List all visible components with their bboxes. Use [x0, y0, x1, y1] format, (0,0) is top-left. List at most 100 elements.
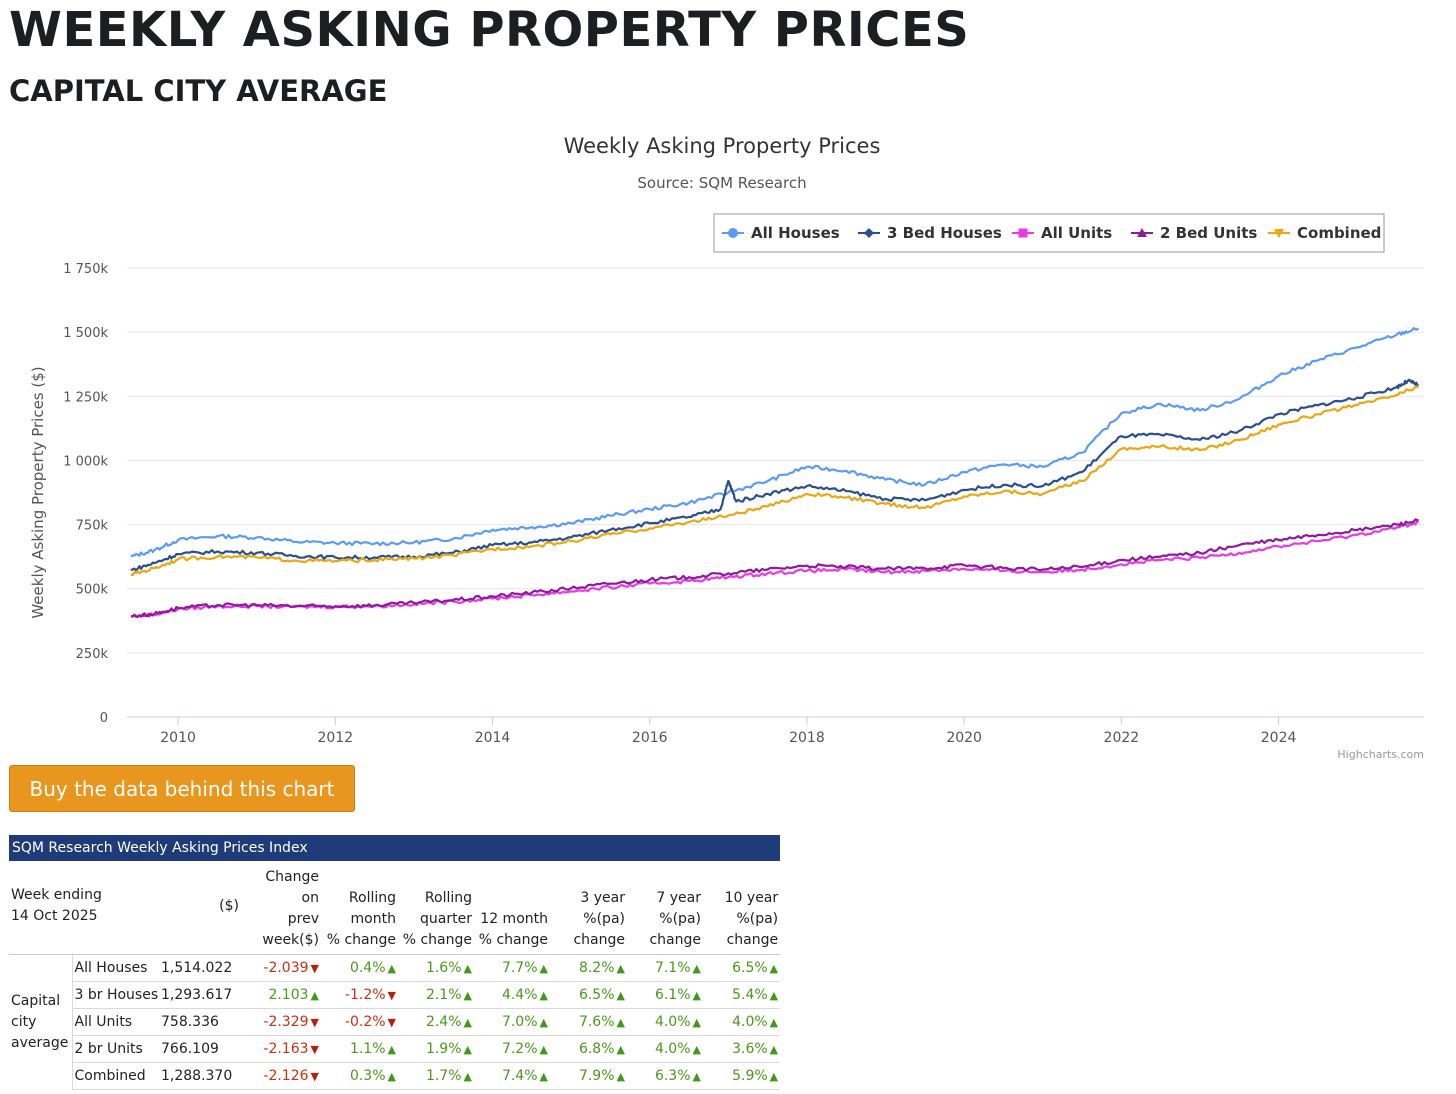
row-cell-y10: 6.5% ▲	[703, 954, 781, 982]
arrow-up-icon: ▲	[769, 962, 779, 975]
arrow-up-icon: ▲	[769, 1043, 779, 1056]
header-line: quarter	[420, 911, 472, 927]
row-cell-y3: 6.8% ▲	[550, 1035, 627, 1063]
cell-value: -1.2%	[344, 987, 386, 1003]
price-index-table: SQM Research Weekly Asking Prices Index …	[9, 835, 781, 1090]
x-tick-label: 2018	[789, 730, 825, 746]
table-row: Capital city average All Houses 1,514.022 -2.…	[9, 954, 781, 1090]
arrow-down-icon: ▼	[310, 1043, 319, 1056]
series-line-2-bed-units	[130, 518, 1419, 618]
y-tick-label: 0	[100, 711, 108, 726]
header-price: ($)	[159, 861, 247, 955]
cell-value: -2.126	[263, 1068, 309, 1084]
arrow-down-icon: ▼	[310, 962, 319, 975]
price-line-chart: Weekly Asking Property Prices Source: SQM…	[29, 134, 1424, 760]
row-name: Combined	[72, 1062, 159, 1090]
row-price: 1,514.022	[159, 954, 247, 982]
row-cell-m12: 7.2% ▲	[474, 1035, 550, 1063]
legend-item-label: Combined	[1297, 224, 1381, 242]
legend-item-label: All Units	[1041, 224, 1112, 242]
legend-marker-triangle-down	[1274, 229, 1284, 238]
arrow-up-icon: ▲	[692, 1070, 701, 1083]
header-change: Change on prev week($)	[247, 861, 321, 955]
x-tick-label: 2014	[475, 730, 511, 746]
cell-value: 6.5%	[732, 960, 768, 976]
header-line: Rolling	[424, 890, 472, 906]
row-cell-m12: 7.4% ▲	[474, 1062, 550, 1090]
row-cell-m12: 7.0% ▲	[474, 1008, 550, 1036]
cell-value: 1.6%	[425, 960, 462, 976]
y-tick-label: 1 250k	[63, 390, 108, 405]
row-price: 758.336	[159, 1008, 247, 1036]
cell-value: 6.1%	[654, 987, 691, 1003]
arrow-up-icon: ▲	[769, 989, 779, 1002]
row-cell-change: -2.329 ▼	[247, 1008, 321, 1036]
cell-value: 5.9%	[732, 1068, 768, 1084]
row-cell-quarter: 1.9% ▲	[398, 1035, 474, 1063]
legend-marker-diamond	[864, 228, 874, 238]
arrow-down-icon: ▼	[387, 1016, 396, 1029]
arrow-down-icon: ▼	[310, 1016, 319, 1029]
arrow-up-icon: ▲	[769, 1070, 779, 1083]
header-rolling-quarter: Rolling quarter % change	[398, 861, 474, 955]
buy-data-button[interactable]: Buy the data behind this chart	[9, 765, 355, 812]
row-cell-y3: 6.5% ▲	[550, 981, 627, 1009]
row-cell-y10: 5.9% ▲	[703, 1062, 781, 1090]
table-row: 3 br Houses 1,293.617 2.103 ▲ -1.2% ▼ 2.1% ▲ 4.4…	[9, 981, 781, 1009]
arrow-up-icon: ▲	[463, 1070, 472, 1083]
table-row: 2 br Units 766.109 -2.163 ▼ 1.1% ▲ 1.9% ▲ 7.2% ▲ 6…	[9, 1035, 781, 1063]
group-label-line: average	[11, 1034, 69, 1051]
group-label-line: Capital	[11, 992, 61, 1009]
arrow-up-icon: ▲	[387, 962, 396, 975]
arrow-up-icon: ▲	[539, 1016, 548, 1029]
header-3-year: 3 year %(pa) change	[550, 861, 627, 955]
header-line: 3 year	[580, 890, 625, 906]
chart-title: Weekly Asking Property Prices	[564, 134, 881, 158]
header-line: Week ending	[11, 887, 102, 903]
arrow-up-icon: ▲	[616, 962, 625, 975]
arrow-up-icon: ▲	[692, 989, 701, 1002]
row-cell-month: 1.1% ▲	[321, 1035, 398, 1063]
row-name: All Units	[72, 1008, 159, 1036]
group-label: Capital city average	[9, 954, 73, 1090]
row-cell-m12: 4.4% ▲	[474, 981, 550, 1009]
cell-value: 4.0%	[732, 1014, 768, 1030]
page-subtitle: CAPITAL CITY AVERAGE	[9, 74, 388, 108]
x-tick-label: 2024	[1261, 730, 1297, 746]
cell-value: 6.8%	[578, 1041, 615, 1057]
cell-value: 4.0%	[654, 1041, 691, 1057]
table-title: SQM Research Weekly Asking Prices Index	[9, 835, 781, 861]
header-line: prev	[287, 911, 319, 927]
header-line: % change	[402, 932, 472, 948]
cell-value: -2.039	[263, 960, 309, 976]
y-tick-label: 1 500k	[63, 326, 108, 341]
series-line-all-houses	[130, 327, 1420, 558]
header-line: change	[726, 932, 779, 948]
table-title-row: SQM Research Weekly Asking Prices Index	[9, 835, 781, 861]
cell-value: 0.4%	[349, 960, 386, 976]
row-cell-y7: 6.3% ▲	[627, 1062, 703, 1090]
cell-value: 1.9%	[425, 1041, 462, 1057]
arrow-up-icon: ▲	[539, 962, 548, 975]
row-cell-quarter: 2.1% ▲	[398, 981, 474, 1009]
row-cell-y10: 5.4% ▲	[703, 981, 781, 1009]
x-tick-label: 2022	[1104, 730, 1140, 746]
arrow-up-icon: ▲	[769, 1016, 779, 1029]
cell-value: 6.5%	[578, 987, 615, 1003]
arrow-up-icon: ▲	[616, 1043, 625, 1056]
table-header-row: Week ending 14 Oct 2025 ($) Change on prev w…	[9, 861, 781, 955]
arrow-up-icon: ▲	[692, 962, 701, 975]
row-name: All Houses	[72, 954, 159, 982]
y-tick-label: 500k	[76, 583, 109, 598]
cell-value: 7.4%	[501, 1068, 538, 1084]
cell-value: 1.1%	[349, 1041, 386, 1057]
cell-value: 2.4%	[425, 1014, 462, 1030]
cell-value: -0.2%	[344, 1014, 386, 1030]
y-tick-label: 1 750k	[63, 262, 108, 277]
arrow-up-icon: ▲	[387, 1043, 396, 1056]
row-cell-change: -2.126 ▼	[247, 1062, 321, 1090]
arrow-up-icon: ▲	[463, 1016, 472, 1029]
cell-value: 3.6%	[732, 1041, 768, 1057]
legend-marker-square	[1018, 228, 1028, 238]
row-cell-y7: 4.0% ▲	[627, 1035, 703, 1063]
